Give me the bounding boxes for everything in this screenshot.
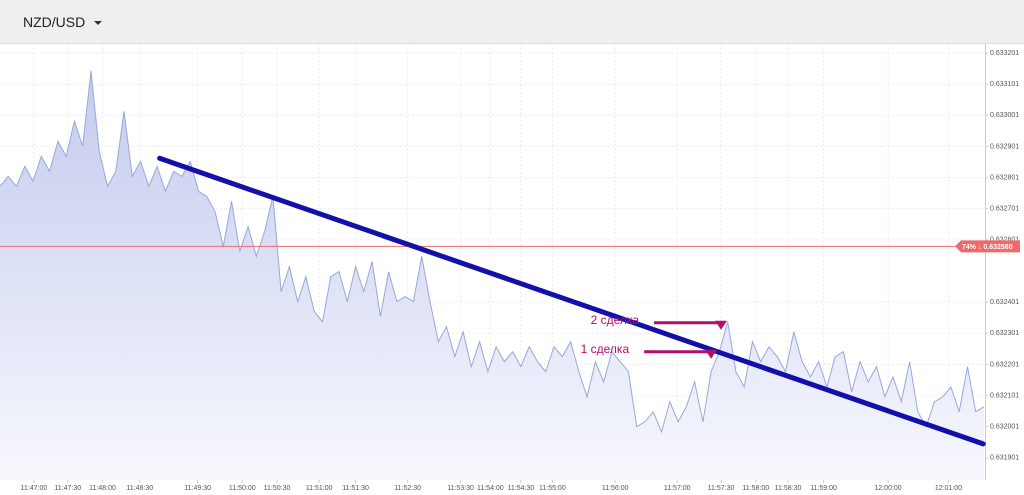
x-tick-label: 11:57:30: [708, 485, 735, 492]
dropdown-caret[interactable]: [94, 21, 102, 25]
y-tick-label: 0.632201: [990, 361, 1019, 368]
price-badge: [955, 240, 1020, 253]
symbol-selector[interactable]: NZD/USD: [23, 14, 86, 30]
x-tick-label: 11:48:00: [89, 485, 116, 492]
x-tick-label: 11:56:00: [602, 485, 629, 492]
x-tick-label: 11:50:30: [264, 485, 291, 492]
x-tick-label: 11:51:30: [342, 485, 369, 492]
x-tick-label: 12:01:00: [935, 485, 962, 492]
x-tick-label: 11:58:30: [775, 485, 802, 492]
x-tick-label: 11:58:00: [742, 485, 769, 492]
y-tick-label: 0.632901: [990, 143, 1019, 150]
x-tick-label: 11:52:30: [394, 485, 421, 492]
y-tick-label: 0.632701: [990, 206, 1019, 213]
trade-label: 1 сделка: [581, 342, 630, 356]
y-tick-label: 0.632301: [990, 330, 1019, 337]
x-tick-label: 11:53:30: [447, 485, 474, 492]
y-tick-label: 0.631901: [990, 455, 1019, 462]
trend-line: [157, 155, 986, 447]
y-tick-label: 0.632601: [990, 237, 1019, 244]
y-tick-label: 0.632001: [990, 424, 1019, 431]
trade-label: 2 сделка: [591, 313, 640, 327]
x-tick-label: 11:49:30: [184, 485, 211, 492]
x-tick-label: 11:47:00: [21, 485, 48, 492]
x-tick-label: 11:54:00: [477, 485, 504, 492]
x-tick-label: 11:51:00: [306, 485, 333, 492]
x-tick-label: 11:47:30: [54, 485, 81, 492]
x-tick-label: 11:57:00: [664, 485, 691, 492]
trade-marker: [715, 320, 728, 330]
y-tick-label: 0.633201: [990, 50, 1019, 57]
price-line: [0, 71, 985, 434]
toolbar: NZD/USD: [0, 0, 1024, 44]
y-tick-label: 0.632801: [990, 174, 1019, 181]
y-tick-label: 0.632101: [990, 392, 1019, 399]
x-tick-label: 11:59:00: [810, 485, 837, 492]
price-area: [0, 71, 984, 480]
y-tick-label: 0.633001: [990, 112, 1019, 119]
y-tick-label: 0.632401: [990, 299, 1019, 306]
x-tick-label: 11:48:30: [126, 485, 153, 492]
y-tick-label: 0.633101: [990, 81, 1019, 88]
x-tick-label: 11:50:00: [229, 485, 256, 492]
trade-marker: [705, 349, 718, 359]
x-tick-label: 12:00:00: [874, 485, 901, 492]
x-tick-label: 11:54:30: [508, 485, 535, 492]
x-tick-label: 11:55:00: [539, 485, 566, 492]
price-badge-label: 74% ↓ 0.632580: [962, 244, 1013, 251]
